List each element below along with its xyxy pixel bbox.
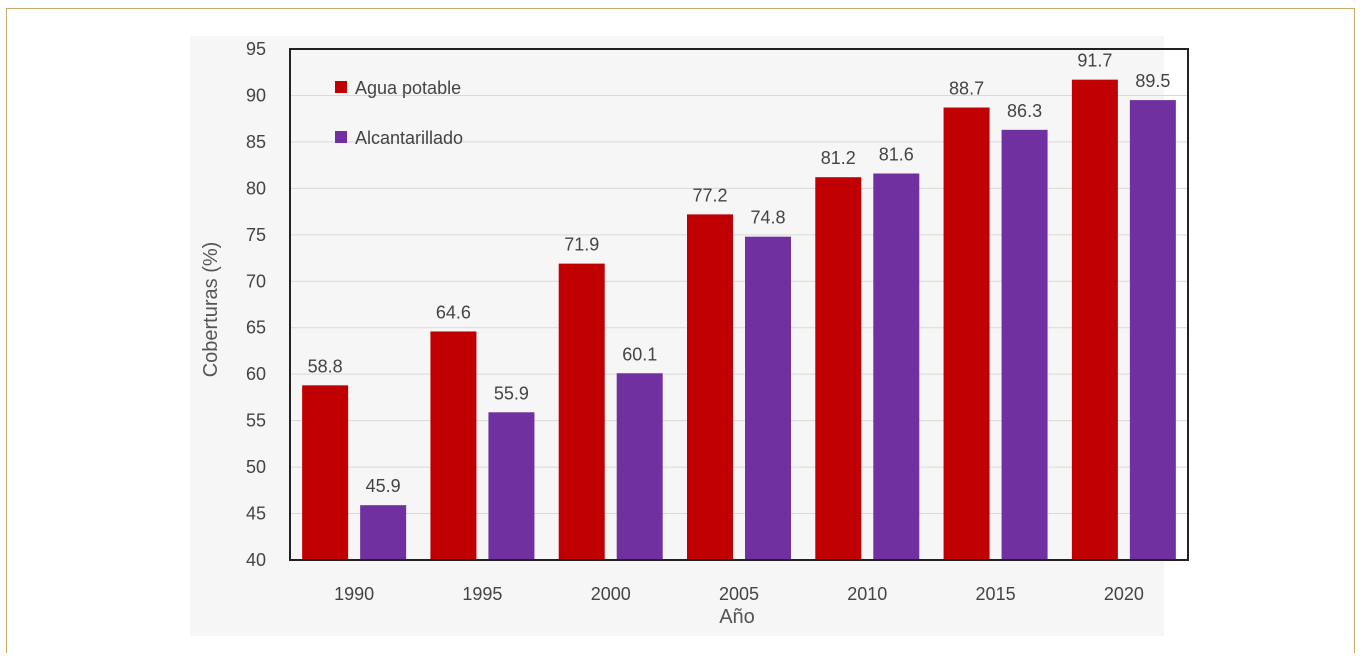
bar-alcantarillado-2005 [745, 236, 791, 560]
x-tick-label: 2010 [847, 584, 887, 604]
y-tick-label: 40 [246, 550, 266, 570]
bar-agua-potable-2005 [687, 214, 733, 561]
x-tick-label: 2005 [719, 584, 759, 604]
data-label: 81.2 [821, 148, 856, 168]
data-labels: 58.8 45.9 64.6 55.9 71.9 60.1 77.2 74.8 81.2 81.6… [308, 51, 1171, 497]
y-tick-label: 60 [246, 364, 266, 384]
bar-agua-potable-2015 [943, 107, 990, 561]
x-tick-label: 2000 [591, 584, 631, 604]
y-tick-label: 90 [246, 85, 266, 105]
data-label: 91.7 [1077, 51, 1112, 71]
legend-swatch-alcantarillado [335, 131, 347, 143]
data-label: 86.3 [1007, 101, 1042, 121]
gridlines [290, 94, 1188, 515]
legend-swatch-agua-potable [335, 81, 347, 93]
y-tick-label: 75 [246, 225, 266, 245]
y-tick-label: 45 [246, 504, 266, 524]
y-axis-ticks: 40 45 50 55 60 65 70 75 80 85 90 95 [246, 39, 266, 570]
data-label: 71.9 [564, 235, 599, 255]
bar-agua-potable-2020 [1071, 79, 1118, 560]
x-tick-label: 2020 [1104, 584, 1144, 604]
y-tick-label: 50 [246, 457, 266, 477]
x-axis-title: Año [719, 606, 755, 628]
legend-label-alcantarillado: Alcantarillado [355, 128, 463, 148]
bar-alcantarillado-2010 [873, 173, 920, 561]
plot-area-border [289, 48, 1189, 561]
data-label: 60.1 [622, 344, 657, 364]
data-label: 81.6 [879, 144, 914, 164]
y-axis-title: Coberturas (%) [200, 242, 222, 378]
legend: Agua potable Alcantarillado [335, 78, 463, 148]
y-tick-label: 65 [246, 318, 266, 338]
data-label: 88.7 [949, 79, 984, 99]
legend-label-agua-potable: Agua potable [355, 78, 461, 98]
bars [302, 79, 1176, 561]
x-tick-label: 1995 [462, 584, 502, 604]
x-tick-label: 2015 [976, 584, 1016, 604]
bar-alcantarillado-1990 [360, 505, 407, 560]
y-tick-label: 80 [246, 178, 266, 198]
bar-agua-potable-1990 [302, 385, 349, 560]
x-tick-label: 1990 [334, 584, 374, 604]
bar-agua-potable-2010 [815, 177, 862, 560]
bar-agua-potable-1995 [430, 331, 477, 560]
bar-alcantarillado-2020 [1129, 100, 1176, 560]
bar-agua-potable-2000 [558, 263, 605, 560]
data-label: 55.9 [494, 383, 529, 403]
bar-alcantarillado-2015 [1001, 129, 1048, 560]
y-tick-label: 55 [246, 411, 266, 431]
bar-alcantarillado-1995 [488, 412, 535, 560]
data-label: 89.5 [1135, 71, 1170, 91]
data-label: 58.8 [308, 356, 343, 376]
data-label: 64.6 [436, 302, 471, 322]
y-tick-label: 95 [246, 39, 266, 59]
bar-alcantarillado-2000 [616, 373, 663, 560]
data-label: 77.2 [692, 185, 727, 205]
y-tick-label: 70 [246, 271, 266, 291]
data-label: 74.8 [750, 208, 785, 228]
data-label: 45.9 [366, 476, 401, 496]
chart-frame [6, 8, 1355, 653]
x-axis-ticks: 1990 1995 2000 2005 2010 2015 2020 [334, 584, 1144, 604]
y-tick-label: 85 [246, 132, 266, 152]
